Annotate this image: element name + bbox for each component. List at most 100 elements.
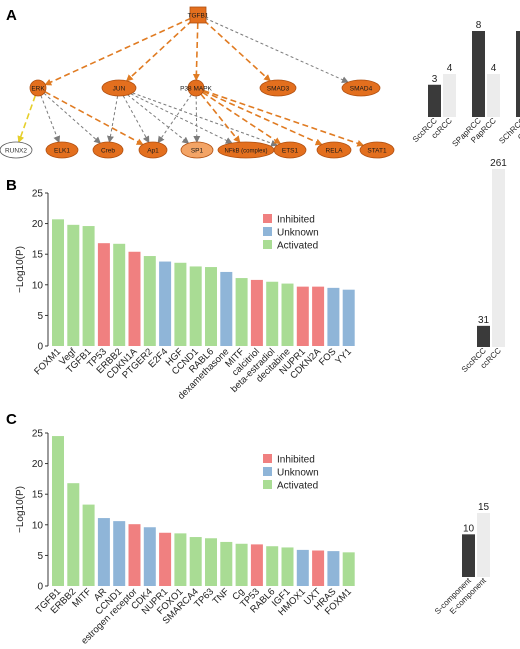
bar-mitf: [235, 278, 248, 346]
bar-rabl6: [266, 546, 279, 586]
edge-jun-to-ap1: [122, 95, 150, 144]
bar-foxm1: [342, 552, 355, 586]
node-shape: [341, 79, 381, 97]
node-label: ERK: [31, 85, 45, 92]
node-ets1: ETS1: [273, 141, 307, 159]
network-diagram: TGFB1 ERK JUN P38 MAPK SMAD3 SMAD4 RUNX2 ELK1 Cr…: [0, 6, 395, 159]
bar-dexamethasone: [220, 271, 233, 346]
node-shape: [359, 141, 395, 159]
bar-cg: [235, 543, 248, 586]
overlap-bar-paprcc: [487, 74, 500, 117]
overlap-value-spaprcc: 8: [476, 20, 482, 31]
node-shape: [29, 79, 47, 97]
node-tgfb1: TGFB1: [188, 6, 209, 24]
node-shape: [45, 141, 79, 159]
node-shape: [138, 141, 168, 159]
bar-nupr1: [159, 532, 172, 586]
node-elk1: ELK1: [45, 141, 79, 159]
y-tick-label: 10: [32, 280, 44, 291]
bar-e2f4: [159, 261, 172, 346]
edge-p38-to-sp1: [193, 95, 201, 144]
bar-erbb2: [67, 483, 80, 586]
legend-label-unknown: Unknown: [277, 468, 319, 479]
overlap-value-e-component: 15: [478, 502, 490, 513]
edge-erk-to-creb: [43, 92, 102, 144]
bar-rabl6: [205, 267, 217, 346]
panel-a-overlap-chart: 3SccRCC4ccRCC8SPapRCC4PapRCC8SChRCC4ChRC…: [411, 20, 520, 149]
legend-swatch-unknown: [263, 467, 272, 476]
node-label: Creb: [101, 147, 115, 154]
overlap-value-sccrcc: 31: [478, 315, 490, 326]
bar-ptger2: [143, 256, 156, 346]
y-tick-label: 20: [32, 219, 44, 230]
bar-ccnd1: [189, 266, 202, 346]
node-rela: RELA: [316, 141, 352, 159]
bar-tp53: [250, 544, 263, 586]
legend-label-activated: Activated: [277, 241, 318, 252]
legend: Inhibited Unknown Activated: [263, 214, 319, 252]
node-label: P38 MAPK: [180, 85, 212, 92]
bar-hras: [327, 551, 340, 586]
bar-ccnd1: [113, 521, 126, 586]
bar-erbb2: [113, 243, 126, 346]
bar-tp63: [205, 538, 217, 586]
bar-vegf: [67, 224, 80, 346]
bar-foxm1: [52, 219, 64, 346]
bar-decitabine: [281, 283, 294, 346]
node-label: ELK1: [54, 147, 70, 154]
edge-tgfb1-to-smad4: [205, 17, 349, 83]
overlap-bar-ccrcc: [443, 74, 456, 117]
node-shape: [187, 79, 205, 97]
panel-label-c: C: [6, 411, 17, 428]
legend-swatch-inhibited: [263, 454, 272, 463]
node-label: SP1: [191, 147, 204, 154]
edge-jun-to-nfkb: [130, 93, 233, 144]
node-label: RELA: [326, 147, 344, 154]
y-tick-label: 5: [37, 311, 43, 322]
node-label: STAT1: [367, 147, 387, 154]
edge-erk-to-elk1: [40, 95, 61, 144]
edge-erk-to-ap1: [44, 91, 144, 146]
bar-tgfb1: [52, 436, 64, 586]
overlap-bar-s-component: [462, 534, 475, 577]
legend-swatch-activated: [263, 480, 272, 489]
node-label: ETS1: [282, 147, 299, 154]
edge-tgfb1-to-jun: [125, 19, 193, 82]
y-tick-label: 25: [32, 429, 44, 440]
bar-mitf: [82, 504, 95, 586]
edge-jun-to-ets1: [132, 92, 278, 147]
overlap-label-schrcc: SChRCC: [497, 116, 520, 146]
tick-label-tnf: TNF: [211, 586, 232, 607]
bar-fos: [327, 287, 340, 346]
overlap-bar-e-component: [477, 513, 490, 577]
node-shape: [0, 141, 33, 159]
bar-cdk4: [143, 527, 156, 586]
legend: Inhibited Unknown Activated: [263, 454, 319, 492]
node-label: SMAD4: [350, 85, 373, 92]
edge-tgfb1-to-smad3: [203, 19, 271, 82]
overlap-bar-sccrcc: [477, 325, 490, 347]
node-ap1: Ap1: [138, 141, 168, 159]
bar-estrogen-receptor: [128, 524, 141, 586]
bar-beta-estradiol: [266, 281, 279, 346]
bar-foxo1: [174, 533, 187, 586]
bar-igf1: [281, 547, 294, 586]
node-shape: [101, 79, 137, 97]
node-label: TGFB1: [188, 12, 209, 19]
bar-hmox1: [296, 549, 309, 586]
tick-label-yy1: YY1: [333, 346, 353, 366]
bar-hgf: [174, 262, 187, 346]
node-runx2: RUNX2: [0, 141, 33, 159]
node-jun: JUN: [101, 79, 137, 97]
edge-jun-to-sp1: [127, 94, 190, 144]
node-nfkb: NFkB (complex): [217, 141, 275, 159]
legend-label-inhibited: Inhibited: [277, 455, 315, 466]
node-stat1: STAT1: [359, 141, 395, 159]
node-smad3: SMAD3: [259, 79, 297, 97]
edge-p38-to-ets1: [202, 91, 282, 145]
edge-erk-to-runx2: [17, 95, 37, 144]
node-label: RUNX2: [5, 147, 27, 154]
